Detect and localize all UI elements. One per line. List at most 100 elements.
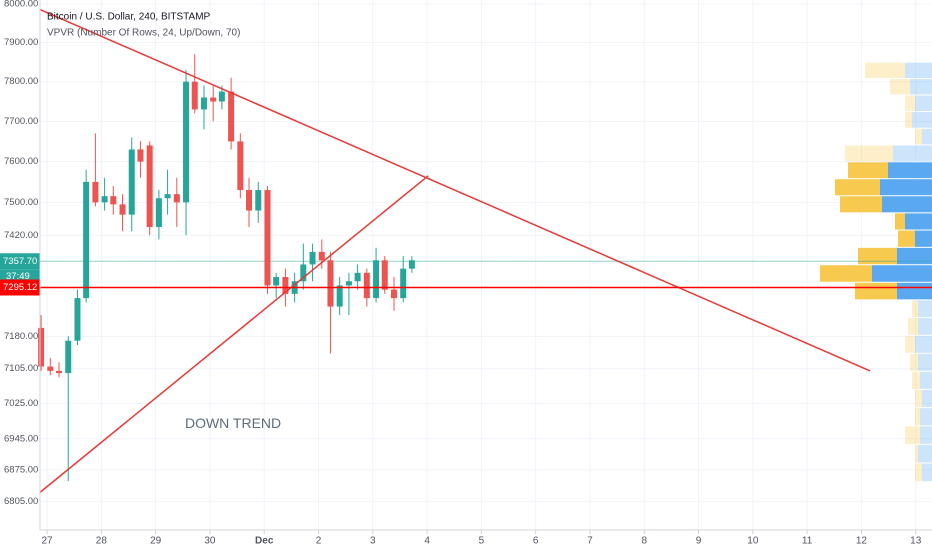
vpvr-up-bar	[888, 162, 932, 179]
vpvr-down-bar	[915, 128, 922, 145]
candle-body	[373, 260, 380, 299]
vpvr-up-bar	[905, 62, 932, 79]
vpvr-up-bar	[920, 426, 932, 444]
vpvr-up-bar	[915, 230, 932, 247]
vpvr-up-bar	[922, 389, 932, 408]
vpvr-up-bar	[897, 282, 932, 300]
vpvr-down-bar	[855, 282, 897, 300]
annotation: DOWN TREND	[185, 415, 281, 431]
y-tick-label: 7700.00	[4, 116, 38, 127]
candle-body	[128, 149, 135, 215]
vpvr-up-bar	[905, 213, 932, 230]
vpvr-down-bar	[820, 265, 872, 282]
last-price-box	[0, 253, 40, 270]
candle-body	[300, 264, 307, 282]
candle-body	[327, 260, 334, 307]
vpvr-up-bar	[897, 247, 932, 265]
candle-body	[354, 272, 361, 282]
candle-body	[110, 196, 117, 205]
vpvr-up-bar	[915, 335, 932, 353]
y-tick-label: 7500.00	[4, 197, 38, 208]
vpvr-down-bar	[915, 389, 922, 408]
vpvr-up-bar	[920, 408, 932, 426]
candle-body	[408, 260, 415, 269]
candle-body	[164, 194, 171, 199]
vpvr-up-bar	[922, 463, 932, 482]
vpvr-up-bar	[920, 371, 932, 389]
countdown: 37:49	[6, 271, 30, 282]
vpvr-up-bar	[922, 128, 932, 145]
candle-body	[381, 260, 388, 290]
vpvr-down-bar	[898, 230, 915, 247]
candle-body	[255, 190, 262, 211]
vpvr-down-bar	[910, 353, 918, 371]
vpvr-down-bar	[905, 95, 915, 112]
candle-body	[47, 366, 54, 371]
vpvr-up-bar	[918, 444, 932, 463]
y-tick-label: 8000.00	[4, 0, 38, 9]
y-tick-label: 7600.00	[4, 156, 38, 167]
candle-body	[137, 149, 144, 162]
vpvr-down-bar	[845, 145, 893, 162]
y-tick-label: 7420.00	[4, 230, 38, 241]
vpvr-up-bar	[872, 265, 932, 282]
last-price-label: 7357.70	[3, 256, 37, 267]
candle-body	[282, 277, 289, 294]
candle-body	[345, 281, 352, 286]
candle-body	[101, 196, 108, 203]
candle-body	[400, 268, 407, 299]
candle-body	[65, 340, 72, 374]
vpvr-down-bar	[905, 112, 912, 128]
candle-body	[228, 91, 235, 142]
vpvr-down-bar	[895, 213, 905, 230]
trend-line	[39, 8, 871, 372]
chart-title: Bitcoin / U.S. Dollar, 240, BITSTAMP	[47, 12, 211, 23]
vpvr-up-bar	[880, 179, 932, 196]
candle-body	[83, 181, 90, 299]
vpvr-up-bar	[912, 112, 932, 128]
vpvr-down-bar	[905, 335, 915, 353]
vpvr-down-bar	[915, 463, 922, 482]
candle-body	[191, 81, 198, 110]
indicator-label: VPVR (Number Of Rows, 24, Up/Down, 70)	[47, 28, 240, 39]
x-tick-label: 12	[856, 536, 868, 547]
vpvr-up-bar	[915, 95, 932, 112]
x-tick-label: 8	[641, 536, 647, 547]
y-tick-label: 7025.00	[4, 398, 38, 409]
vpvr-up-bar	[918, 318, 932, 335]
x-tick-label: Dec	[255, 536, 274, 547]
vpvr-down-bar	[890, 79, 910, 95]
y-tick-label: 6805.00	[4, 496, 38, 507]
candle-body	[309, 251, 316, 265]
candle-body	[173, 194, 180, 203]
trend-line	[39, 175, 429, 493]
vpvr-down-bar	[858, 247, 897, 265]
x-tick-label: 4	[424, 536, 430, 547]
vpvr-down-bar	[848, 162, 888, 179]
candle-body	[237, 141, 244, 191]
x-tick-label: 6	[533, 536, 539, 547]
candle-body	[119, 204, 126, 215]
vpvr-down-bar	[915, 444, 918, 463]
vpvr-down-bar	[915, 408, 920, 426]
y-tick-label: 7900.00	[4, 37, 38, 48]
horizontal-line-label: 7295.12	[3, 282, 37, 293]
candle-body	[92, 181, 99, 203]
vpvr-down-bar	[912, 371, 920, 389]
horizontal-line-box	[0, 279, 40, 296]
vpvr-up-bar	[882, 196, 932, 213]
vpvr-down-bar	[835, 179, 880, 196]
y-tick-label: 7105.00	[4, 363, 38, 374]
x-tick-label: 30	[204, 536, 216, 547]
x-tick-label: 11	[802, 536, 813, 547]
vpvr-up-bar	[918, 300, 932, 318]
x-tick-label: 27	[41, 536, 53, 547]
y-tick-label: 6875.00	[4, 464, 38, 475]
y-tick-label: 7800.00	[4, 76, 38, 87]
vpvr-down-bar	[865, 62, 905, 79]
vpvr-down-bar	[905, 426, 920, 444]
candle-body	[390, 289, 397, 299]
candle-body	[38, 327, 45, 367]
y-tick-label: 6945.00	[4, 433, 38, 444]
